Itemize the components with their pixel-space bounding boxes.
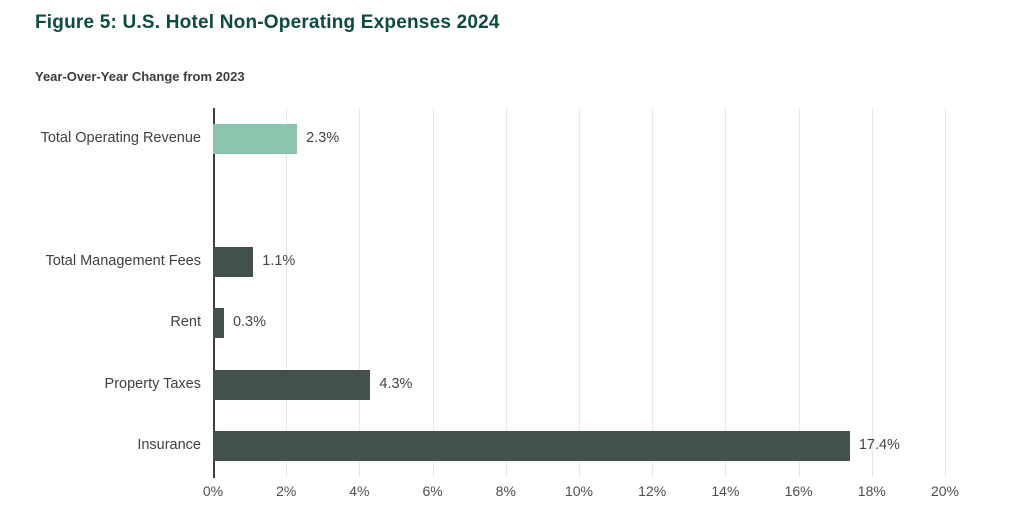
value-label: 4.3%	[379, 375, 413, 392]
x-tick-label: 16%	[784, 483, 813, 499]
x-tick-label: 14%	[711, 483, 740, 499]
category-label: Rent	[170, 314, 201, 331]
value-label: 2.3%	[306, 129, 340, 146]
value-label: 1.1%	[262, 252, 296, 269]
figure-title: Figure 5: U.S. Hotel Non-Operating Expen…	[35, 12, 500, 33]
value-label: 0.3%	[232, 314, 267, 331]
gridline	[432, 108, 434, 477]
y-axis-line	[213, 108, 215, 478]
category-label: Property Taxes	[104, 375, 201, 392]
x-tick-label: 4%	[349, 483, 370, 499]
bar	[213, 123, 298, 154]
x-tick-label: 8%	[495, 483, 516, 499]
bar	[213, 246, 254, 277]
bar	[213, 369, 371, 400]
category-label: Total Operating Revenue	[40, 129, 201, 146]
chart-subtitle: Year-Over-Year Change from 2023	[35, 69, 245, 84]
bar	[213, 308, 224, 339]
value-label: 17.4%	[858, 437, 900, 454]
x-tick-label: 10%	[564, 483, 594, 499]
gridline	[871, 108, 873, 477]
bar	[213, 431, 850, 462]
x-tick-label: 6%	[422, 483, 443, 499]
gridline	[652, 108, 654, 477]
gridline	[798, 108, 800, 477]
category-label: Insurance	[137, 437, 201, 454]
gridline	[725, 108, 727, 477]
gridline	[579, 108, 580, 477]
gridline	[359, 108, 361, 477]
x-tick-label: 20%	[930, 483, 960, 499]
gridline	[945, 108, 946, 477]
gridline	[505, 108, 507, 477]
x-tick-label: 0%	[202, 483, 224, 499]
category-label: Total Management Fees	[45, 252, 201, 269]
x-tick-label: 12%	[638, 483, 667, 499]
x-tick-label: 2%	[276, 483, 297, 499]
x-tick-label: 18%	[857, 483, 886, 499]
gridline	[286, 108, 288, 477]
